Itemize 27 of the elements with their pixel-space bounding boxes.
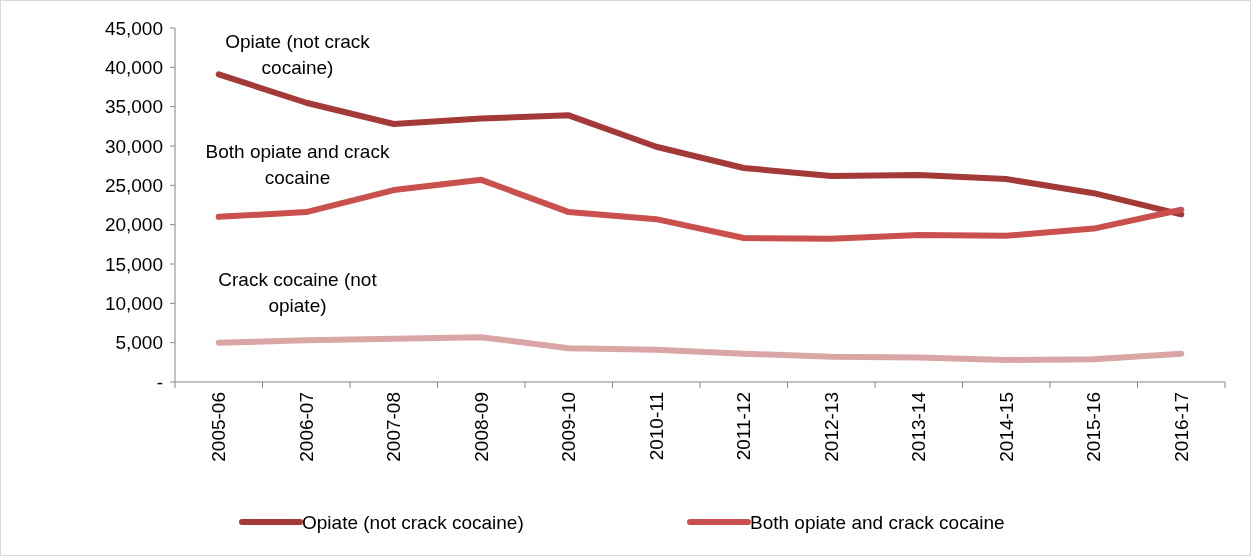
y-tick-label: 30,000 bbox=[104, 135, 163, 157]
y-tick-label: - bbox=[156, 371, 163, 393]
x-tick-label: 2007-08 bbox=[383, 392, 405, 462]
y-tick-label: 35,000 bbox=[104, 96, 163, 118]
x-tick-label: 2012-13 bbox=[820, 392, 842, 462]
legend-label: Both opiate and crack cocaine bbox=[750, 511, 1005, 533]
x-tick-label: 2006-07 bbox=[295, 392, 317, 462]
x-tick-label: 2015-16 bbox=[1083, 392, 1105, 462]
annotation: Opiate (not crack cocaine) bbox=[225, 31, 371, 79]
x-tick-label: 2014-15 bbox=[995, 392, 1017, 462]
x-tick-label: 2016-17 bbox=[1170, 392, 1192, 462]
x-tick-label: 2008-09 bbox=[470, 392, 492, 462]
x-tick-label: 2013-14 bbox=[908, 391, 930, 462]
y-tick-label: 25,000 bbox=[104, 174, 163, 196]
y-tick-label: 45,000 bbox=[104, 17, 163, 39]
y-tick-label: 15,000 bbox=[104, 253, 163, 275]
annotation: Both opiate and crack cocaine bbox=[205, 140, 390, 188]
y-tick-label: 10,000 bbox=[104, 292, 163, 314]
y-tick-label: 20,000 bbox=[104, 214, 163, 236]
legend-label: Opiate (not crack cocaine) bbox=[302, 511, 524, 533]
y-tick-label: 40,000 bbox=[104, 56, 163, 78]
x-tick-label: 2010-11 bbox=[645, 392, 667, 461]
x-tick-label: 2011-12 bbox=[733, 392, 755, 461]
annotation: Crack cocaine (not opiate) bbox=[218, 268, 378, 316]
y-tick-label: 5,000 bbox=[115, 332, 163, 354]
x-tick-label: 2009-10 bbox=[558, 392, 580, 462]
x-tick-label: 2005-06 bbox=[208, 392, 230, 462]
